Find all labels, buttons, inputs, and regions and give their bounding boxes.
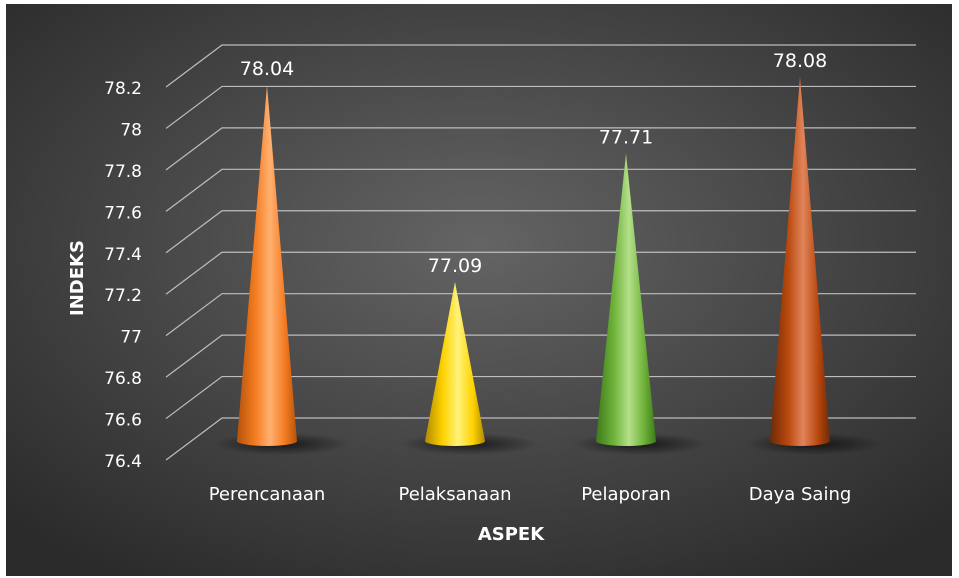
x-tick-label: Perencanaan <box>209 484 326 505</box>
data-label: 78.04 <box>240 58 294 80</box>
gridline <box>165 127 916 171</box>
y-tick-label: 76.4 <box>104 452 142 472</box>
cone-bar <box>596 153 656 447</box>
data-label: 77.71 <box>599 127 653 149</box>
data-labels: 78.04 77.09 77.71 78.08 <box>240 50 827 277</box>
cone-chart: 76.4 76.6 76.8 77 77.2 77.4 77.6 77.8 78 78.2 78.… <box>6 4 952 576</box>
gridline <box>165 334 916 378</box>
y-tick-label: 77.4 <box>104 245 142 265</box>
cone-bar <box>770 76 830 446</box>
x-tick-label: Pelaporan <box>581 484 671 505</box>
gridline <box>165 375 916 420</box>
gridline <box>165 293 916 337</box>
x-tick-label: Pelaksanaan <box>398 484 511 505</box>
gridline <box>165 168 916 212</box>
y-tick-label: 77.8 <box>104 162 142 182</box>
x-axis-ticks: Perencanaan Pelaksanaan Pelaporan Daya Sain… <box>209 484 852 505</box>
y-tick-label: 77.2 <box>104 286 142 306</box>
y-tick-label: 76.6 <box>104 411 142 431</box>
gridline <box>165 251 916 295</box>
data-label: 77.09 <box>428 255 482 277</box>
gridline <box>165 85 916 129</box>
cones <box>213 76 882 455</box>
y-tick-label: 78 <box>120 120 142 140</box>
data-label: 78.08 <box>773 50 827 72</box>
gridline <box>165 44 916 88</box>
x-axis-title: ASPEK <box>478 524 545 545</box>
gridline <box>165 210 916 254</box>
y-tick-label: 76.8 <box>104 369 142 389</box>
x-tick-label: Daya Saing <box>749 484 852 505</box>
y-tick-label: 78.2 <box>104 79 142 99</box>
y-tick-label: 77.6 <box>104 203 142 223</box>
y-tick-label: 77 <box>120 328 142 348</box>
cone-bar <box>237 85 297 447</box>
y-axis-title: INDEKS <box>67 240 88 316</box>
gridline <box>165 417 916 461</box>
cone-bar <box>425 282 485 446</box>
gridlines <box>165 44 916 461</box>
y-axis-ticks: 76.4 76.6 76.8 77 77.2 77.4 77.6 77.8 78 78.2 <box>104 79 142 472</box>
